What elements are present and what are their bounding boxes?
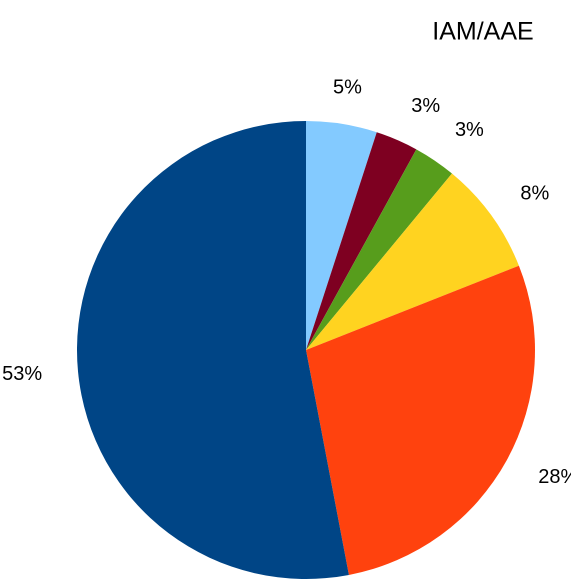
slice-label: 28% <box>538 466 571 488</box>
pie-slice <box>306 132 417 350</box>
chart-title: IAM/AAE <box>432 18 533 46</box>
slice-label: 53% <box>2 363 42 385</box>
pie-slice <box>306 173 519 350</box>
slice-label: 3% <box>411 95 440 117</box>
pie-slice <box>77 121 349 579</box>
pie-slice <box>306 121 377 350</box>
slice-label: 5% <box>333 77 362 99</box>
slice-label: 8% <box>520 183 549 205</box>
slice-label: 3% <box>455 119 484 141</box>
pie-slice <box>306 149 452 350</box>
pie-slice <box>306 265 535 575</box>
